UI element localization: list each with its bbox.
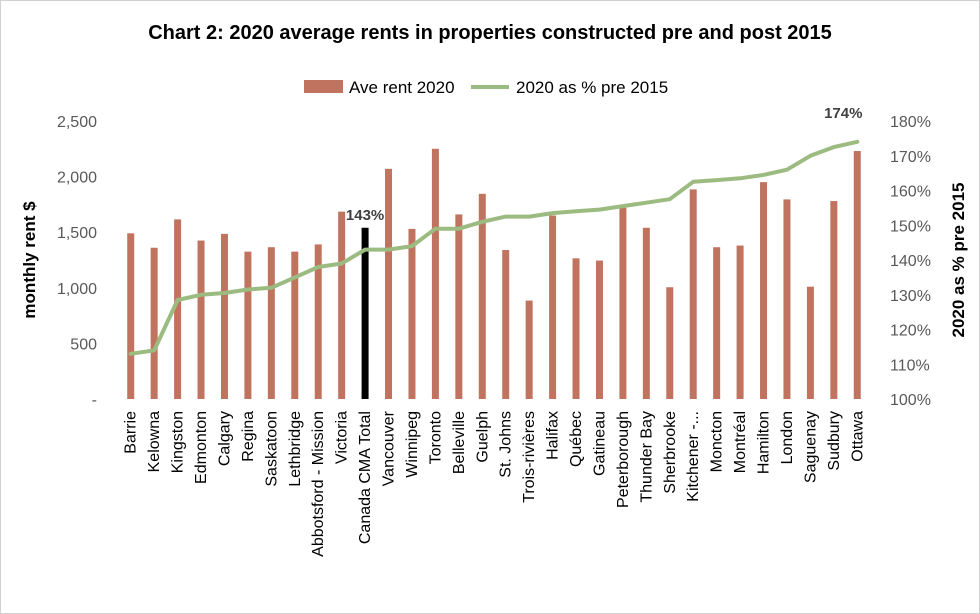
bar-highlight	[361, 227, 369, 399]
left-axis-tick-label: 1,000	[57, 281, 97, 298]
category-label: Moncton	[709, 411, 726, 472]
bar	[853, 151, 861, 399]
annotation-label: 174%	[824, 105, 862, 122]
category-label: Edmonton	[193, 411, 210, 484]
bar	[830, 201, 838, 399]
category-label: Sudbury	[826, 411, 843, 471]
category-label: Sherbrooke	[662, 411, 679, 494]
right-axis-tick-label: 150%	[890, 218, 931, 235]
bar	[478, 193, 486, 399]
bar	[713, 247, 721, 399]
bar	[572, 258, 580, 399]
category-label: Belleville	[451, 411, 468, 474]
category-label: Trois-rivières	[521, 411, 538, 503]
category-label: Canada CMA Total	[357, 411, 374, 544]
category-label: Halifax	[545, 411, 562, 460]
bar	[502, 249, 510, 399]
bar	[783, 199, 791, 399]
category-label: Kingston	[170, 411, 187, 473]
chart-title: Chart 2: 2020 average rents in propertie…	[148, 22, 832, 44]
legend-label-line: 2020 as % pre 2015	[516, 78, 668, 97]
right-axis-tick-label: 130%	[890, 288, 931, 305]
category-label: Victoria	[334, 411, 351, 464]
bar	[408, 228, 416, 399]
bar	[220, 233, 228, 399]
bar	[760, 182, 768, 399]
bar	[431, 148, 439, 399]
right-axis-tick-label: 140%	[890, 253, 931, 270]
bar	[806, 286, 814, 399]
category-label: Saskatoon	[263, 411, 280, 487]
bar	[197, 240, 205, 399]
legend-swatch-bars	[304, 80, 343, 93]
category-label: Gatineau	[591, 411, 608, 476]
category-label: Guelph	[474, 411, 491, 463]
category-label: Québec	[568, 411, 585, 467]
left-axis-tick-label: 2,500	[57, 114, 97, 131]
bar	[127, 233, 135, 399]
right-axis-title: 2020 as % pre 2015	[949, 182, 968, 337]
left-axis-tick-label: 2,000	[57, 170, 97, 187]
bar	[314, 244, 322, 399]
category-label: Lethbridge	[287, 411, 304, 487]
left-axis-title: monthly rent $	[20, 201, 39, 319]
category-label: Kitchener -...	[685, 411, 702, 502]
bar	[666, 287, 674, 399]
bar	[338, 211, 346, 399]
bar	[244, 251, 252, 399]
bar	[736, 245, 744, 399]
bar	[525, 300, 533, 399]
series-line-pct	[128, 139, 860, 356]
bar	[174, 219, 182, 399]
category-label: Kelowna	[146, 411, 163, 472]
category-label: Ottawa	[849, 411, 866, 462]
category-label: Hamilton	[756, 411, 773, 474]
category-label: Barrie	[123, 411, 140, 454]
category-label: St. Johns	[498, 411, 515, 478]
right-axis-tick-label: 180%	[890, 114, 931, 131]
category-label: Thunder Bay	[638, 411, 655, 503]
bar	[291, 251, 299, 399]
category-label: Toronto	[427, 411, 444, 464]
bar	[549, 215, 557, 399]
category-label: Vancouver	[381, 410, 398, 486]
right-axis-tick-label: 100%	[890, 392, 931, 409]
left-axis-tick-label: 500	[70, 336, 97, 353]
bar	[385, 168, 393, 399]
category-label: Winnipeg	[404, 411, 421, 478]
bar	[689, 189, 697, 399]
right-axis-tick-label: 110%	[890, 357, 930, 374]
right-axis-tick-label: 160%	[890, 184, 931, 201]
bar	[619, 207, 627, 399]
bar	[595, 260, 603, 399]
category-label: Saguenay	[802, 411, 819, 483]
annotation-label: 143%	[346, 207, 384, 224]
category-label: London	[779, 411, 796, 464]
right-axis-tick-label: 120%	[890, 323, 931, 340]
bar	[150, 247, 158, 399]
bar	[642, 227, 650, 399]
right-axis-tick-label: 170%	[890, 149, 931, 166]
bar	[455, 214, 463, 399]
category-label: Abbotsford - Mission	[310, 411, 327, 557]
category-label: Calgary	[216, 411, 233, 466]
legend-label-bars: Ave rent 2020	[349, 78, 455, 97]
category-label: Regina	[240, 411, 257, 462]
left-axis-tick-label: -	[92, 392, 97, 409]
category-label: Montréal	[732, 411, 749, 473]
category-label: Peterborough	[615, 411, 632, 508]
bar	[267, 247, 275, 399]
left-axis-tick-label: 1,500	[57, 225, 97, 242]
